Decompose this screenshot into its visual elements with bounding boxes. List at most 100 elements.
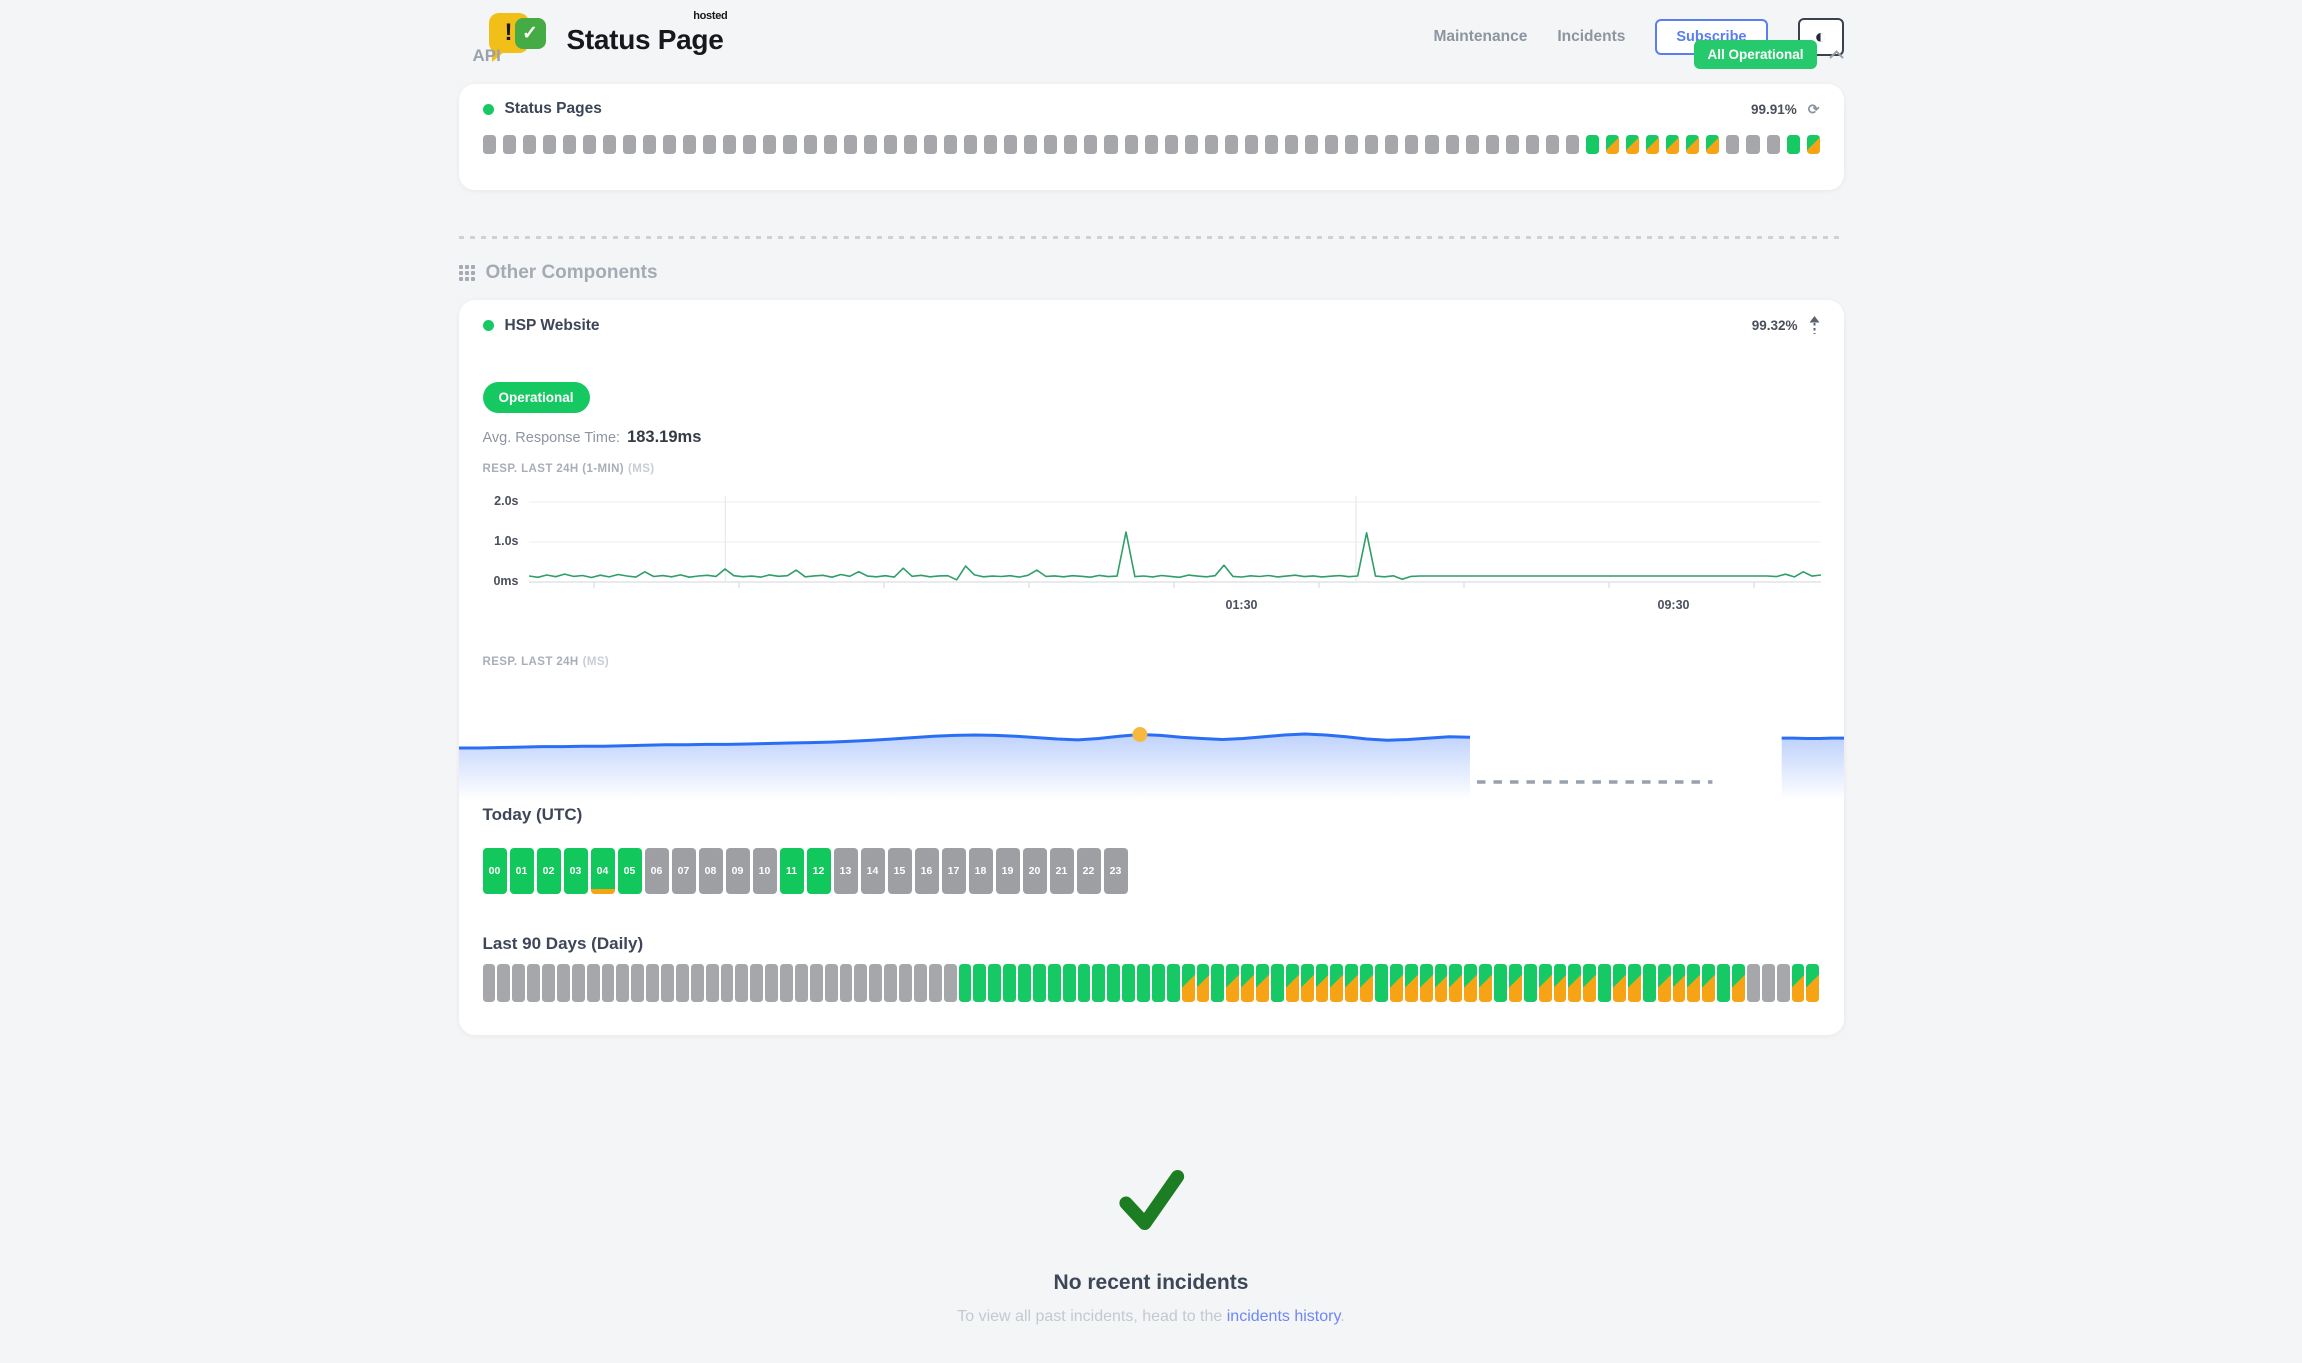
uptime-bar[interactable] xyxy=(1726,135,1740,154)
uptime-bar[interactable] xyxy=(1137,964,1150,1002)
uptime-bar[interactable] xyxy=(1211,964,1225,1002)
uptime-bar[interactable] xyxy=(1687,964,1701,1002)
uptime-bar[interactable] xyxy=(750,964,764,1002)
uptime-bar[interactable] xyxy=(1565,135,1579,154)
uptime-bar[interactable] xyxy=(958,964,972,1002)
uptime-bar[interactable] xyxy=(1166,964,1180,1002)
uptime-bar[interactable] xyxy=(542,135,556,154)
uptime-bar[interactable] xyxy=(854,964,868,1002)
uptime-bar[interactable] xyxy=(1686,135,1700,154)
uptime-bar[interactable] xyxy=(1627,964,1641,1002)
uptime-bar[interactable] xyxy=(1024,135,1038,154)
uptime-bar[interactable] xyxy=(803,135,817,154)
uptime-bar[interactable] xyxy=(1345,135,1359,154)
uptime-bar[interactable] xyxy=(1107,964,1121,1002)
uptime-bar[interactable] xyxy=(1244,135,1258,154)
uptime-bar[interactable] xyxy=(1419,964,1433,1002)
uptime-bar[interactable] xyxy=(1389,964,1403,1002)
uptime-bar[interactable] xyxy=(1064,135,1078,154)
uptime-bar[interactable] xyxy=(1003,964,1016,1002)
uptime-bar[interactable] xyxy=(1315,964,1329,1002)
uptime-bar[interactable] xyxy=(743,135,757,154)
uptime-bar[interactable] xyxy=(1568,964,1582,1002)
uptime-bar[interactable] xyxy=(1508,964,1522,1002)
uptime-bar[interactable] xyxy=(1449,964,1463,1002)
uptime-bar[interactable] xyxy=(1791,964,1805,1002)
uptime-bar[interactable] xyxy=(1613,964,1626,1002)
uptime-bar[interactable] xyxy=(1385,135,1399,154)
uptime-bar[interactable] xyxy=(1598,964,1611,1002)
uptime-bar[interactable] xyxy=(1181,964,1195,1002)
hour-block-06[interactable]: 06 xyxy=(644,848,669,894)
uptime-bar[interactable] xyxy=(1285,135,1299,154)
arrow-up-icon[interactable] xyxy=(1809,316,1820,335)
uptime-bar[interactable] xyxy=(690,964,704,1002)
hour-block-10[interactable]: 10 xyxy=(752,848,777,894)
hour-block-21[interactable]: 21 xyxy=(1049,848,1074,894)
uptime-bar[interactable] xyxy=(780,964,793,1002)
uptime-bar[interactable] xyxy=(1264,135,1278,154)
uptime-bar[interactable] xyxy=(763,135,777,154)
uptime-bar[interactable] xyxy=(765,964,778,1002)
uptime-bar[interactable] xyxy=(1405,135,1419,154)
uptime-bar[interactable] xyxy=(601,964,615,1002)
uptime-bar[interactable] xyxy=(1270,964,1284,1002)
uptime-bar[interactable] xyxy=(1305,135,1319,154)
uptime-bar[interactable] xyxy=(884,964,897,1002)
uptime-bar[interactable] xyxy=(1300,964,1314,1002)
uptime-bar[interactable] xyxy=(1642,964,1656,1002)
uptime-bar[interactable] xyxy=(683,135,697,154)
uptime-bar[interactable] xyxy=(1404,964,1418,1002)
uptime-bar[interactable] xyxy=(809,964,823,1002)
uptime-bar[interactable] xyxy=(1047,964,1061,1002)
uptime-bar[interactable] xyxy=(586,964,600,1002)
uptime-bar[interactable] xyxy=(1044,135,1058,154)
uptime-bar[interactable] xyxy=(1104,135,1118,154)
uptime-bar[interactable] xyxy=(839,964,853,1002)
uptime-bar[interactable] xyxy=(1585,135,1599,154)
incidents-history-link[interactable]: incidents history xyxy=(1226,1308,1341,1325)
logo[interactable]: ! ✓ Status Page hosted xyxy=(488,10,728,62)
uptime-bar[interactable] xyxy=(1672,964,1686,1002)
hour-block-02[interactable]: 02 xyxy=(536,848,561,894)
uptime-bar[interactable] xyxy=(1062,964,1076,1002)
uptime-bar[interactable] xyxy=(1077,964,1091,1002)
hour-block-12[interactable]: 12 xyxy=(806,848,831,894)
uptime-bar[interactable] xyxy=(571,964,585,1002)
uptime-bar[interactable] xyxy=(502,135,516,154)
uptime-bar[interactable] xyxy=(1330,964,1344,1002)
uptime-bar[interactable] xyxy=(1124,135,1138,154)
uptime-bar[interactable] xyxy=(1196,964,1210,1002)
uptime-bar[interactable] xyxy=(1525,135,1539,154)
nav-incidents[interactable]: Incidents xyxy=(1557,28,1626,45)
uptime-bar[interactable] xyxy=(643,135,657,154)
uptime-bar[interactable] xyxy=(1746,964,1760,1002)
uptime-bar[interactable] xyxy=(663,135,677,154)
uptime-bar[interactable] xyxy=(482,964,496,1002)
uptime-bar[interactable] xyxy=(602,135,616,154)
uptime-bar[interactable] xyxy=(1732,964,1745,1002)
uptime-bar[interactable] xyxy=(1226,964,1240,1002)
uptime-bar[interactable] xyxy=(1092,964,1106,1002)
uptime-bar[interactable] xyxy=(1464,964,1478,1002)
uptime-bar[interactable] xyxy=(1465,135,1479,154)
uptime-bar[interactable] xyxy=(1285,964,1299,1002)
uptime-bar[interactable] xyxy=(1164,135,1178,154)
uptime-bar[interactable] xyxy=(1761,964,1775,1002)
hour-block-11[interactable]: 11 xyxy=(779,848,804,894)
uptime-bar[interactable] xyxy=(723,135,737,154)
uptime-bar[interactable] xyxy=(1184,135,1198,154)
uptime-bar[interactable] xyxy=(1706,135,1720,154)
uptime-bar[interactable] xyxy=(556,964,570,1002)
hour-block-00[interactable]: 00 xyxy=(482,848,507,894)
uptime-bar[interactable] xyxy=(1434,964,1448,1002)
uptime-bar[interactable] xyxy=(794,964,808,1002)
uptime-bar[interactable] xyxy=(1806,135,1820,154)
uptime-bar[interactable] xyxy=(631,964,645,1002)
uptime-bar[interactable] xyxy=(646,964,659,1002)
hour-block-14[interactable]: 14 xyxy=(860,848,885,894)
uptime-bar[interactable] xyxy=(1606,135,1620,154)
uptime-bar[interactable] xyxy=(943,135,957,154)
uptime-bar[interactable] xyxy=(1360,964,1373,1002)
chevron-up-icon[interactable] xyxy=(1829,50,1844,59)
